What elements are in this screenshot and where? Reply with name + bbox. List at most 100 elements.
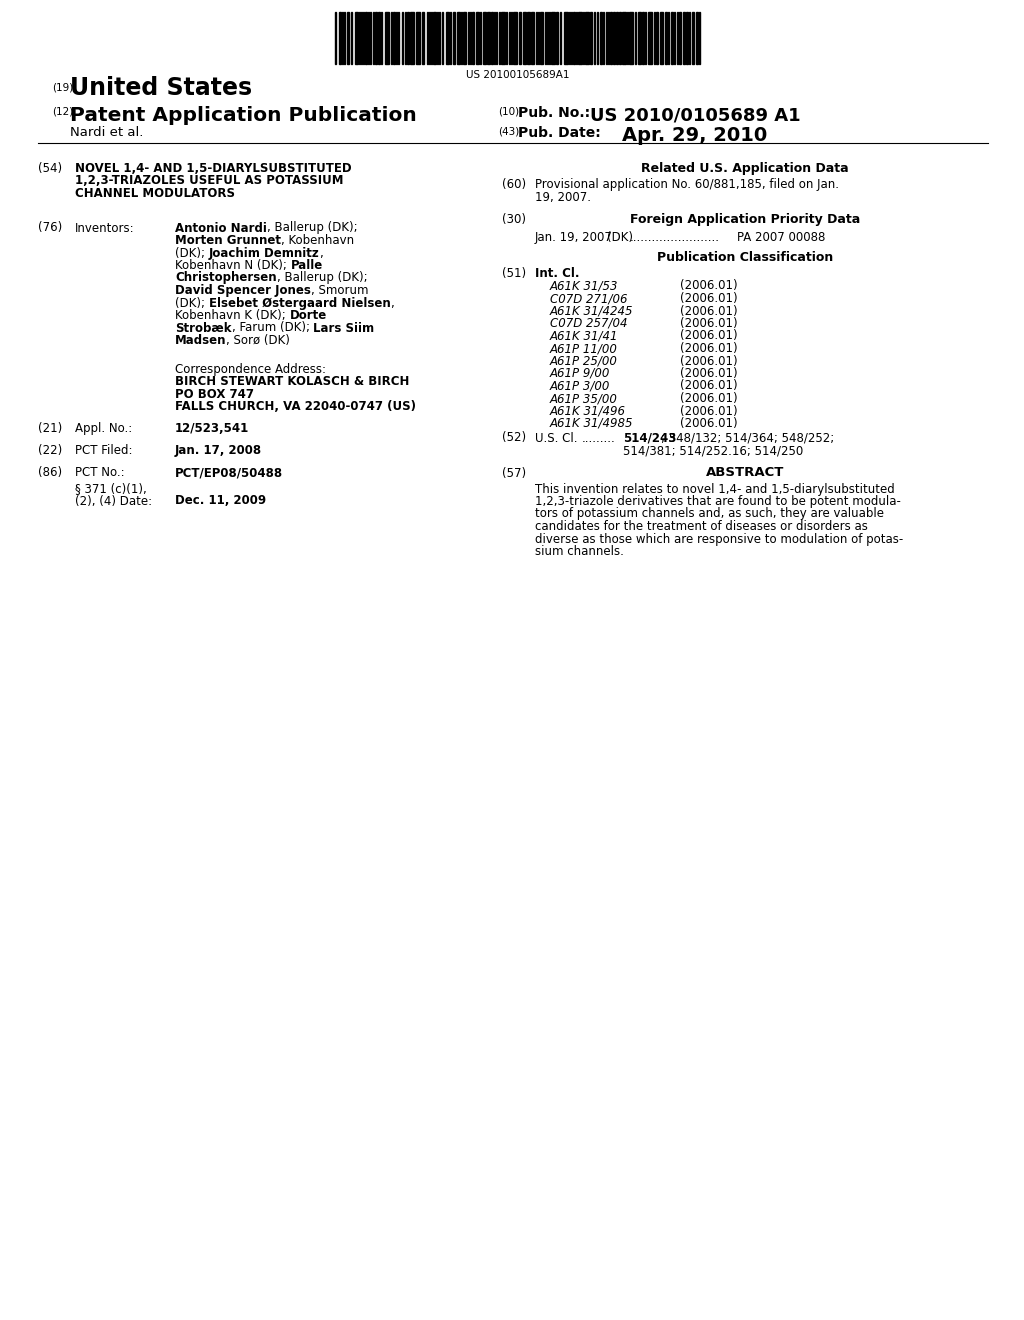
Text: ,: , (319, 247, 324, 260)
Text: (76): (76) (38, 222, 62, 235)
Text: (DK): (DK) (607, 231, 633, 244)
Bar (551, 12, 555, 63)
Text: (2006.01): (2006.01) (680, 342, 737, 355)
Text: Dorte: Dorte (290, 309, 327, 322)
Bar (355, 12, 358, 63)
Text: A61P 11/00: A61P 11/00 (550, 342, 617, 355)
Text: Strobæk: Strobæk (175, 322, 231, 334)
Text: Kobenhavn K (DK);: Kobenhavn K (DK); (175, 309, 290, 322)
Text: US 2010/0105689 A1: US 2010/0105689 A1 (590, 106, 801, 124)
Text: candidates for the treatment of diseases or disorders as: candidates for the treatment of diseases… (535, 520, 868, 533)
Text: (2006.01): (2006.01) (680, 292, 737, 305)
Text: United States: United States (70, 77, 252, 100)
Text: Jan. 17, 2008: Jan. 17, 2008 (175, 444, 262, 457)
Text: (2006.01): (2006.01) (680, 330, 737, 342)
Text: (DK);: (DK); (175, 247, 209, 260)
Text: U.S. Cl.: U.S. Cl. (535, 432, 578, 445)
Text: US 20100105689A1: US 20100105689A1 (466, 70, 569, 81)
Text: (57): (57) (502, 466, 526, 479)
Text: Jan. 19, 2007: Jan. 19, 2007 (535, 231, 613, 244)
Bar (457, 12, 460, 63)
Text: A61K 31/4985: A61K 31/4985 (550, 417, 634, 430)
Text: Correspondence Address:: Correspondence Address: (175, 363, 326, 375)
Bar (483, 12, 486, 63)
Text: Elsebet Østergaard Nielsen: Elsebet Østergaard Nielsen (209, 297, 390, 309)
Bar (446, 12, 449, 63)
Text: Palle: Palle (291, 259, 323, 272)
Text: (2006.01): (2006.01) (680, 317, 737, 330)
Text: Apr. 29, 2010: Apr. 29, 2010 (622, 125, 767, 145)
Bar (416, 12, 420, 63)
Text: , Ballerup (DK);: , Ballerup (DK); (267, 222, 357, 235)
Bar (578, 12, 582, 63)
Text: (2006.01): (2006.01) (680, 380, 737, 392)
Bar (490, 12, 493, 63)
Bar (407, 12, 409, 63)
Text: FALLS CHURCH, VA 22040-0747 (US): FALLS CHURCH, VA 22040-0747 (US) (175, 400, 416, 413)
Text: Dec. 11, 2009: Dec. 11, 2009 (175, 495, 266, 507)
Text: , Farum (DK);: , Farum (DK); (231, 322, 313, 334)
Text: (2006.01): (2006.01) (680, 280, 737, 293)
Text: A61P 35/00: A61P 35/00 (550, 392, 617, 405)
Bar (453, 12, 455, 63)
Bar (385, 12, 389, 63)
Text: A61K 31/41: A61K 31/41 (550, 330, 618, 342)
Text: (21): (21) (38, 422, 62, 436)
Text: (43): (43) (498, 125, 519, 136)
Text: A61K 31/53: A61K 31/53 (550, 280, 618, 293)
Bar (476, 12, 479, 63)
Text: A61K 31/496: A61K 31/496 (550, 404, 626, 417)
Bar (339, 12, 341, 63)
Text: (10): (10) (498, 106, 519, 116)
Bar (642, 12, 644, 63)
Text: David Spencer Jones: David Spencer Jones (175, 284, 311, 297)
Bar (656, 12, 658, 63)
Text: Publication Classification: Publication Classification (656, 251, 834, 264)
Text: PO BOX 747: PO BOX 747 (175, 388, 254, 400)
Text: Christophersen: Christophersen (175, 272, 276, 285)
Text: Pub. Date:: Pub. Date: (518, 125, 601, 140)
Bar (556, 12, 558, 63)
Text: .........: ......... (582, 432, 615, 445)
Text: 1,2,3-TRIAZOLES USEFUL AS POTASSIUM: 1,2,3-TRIAZOLES USEFUL AS POTASSIUM (75, 174, 343, 187)
Text: Int. Cl.: Int. Cl. (535, 267, 580, 280)
Text: ........................: ........................ (630, 231, 720, 244)
Bar (375, 12, 377, 63)
Bar (487, 12, 490, 63)
Text: Patent Application Publication: Patent Application Publication (70, 106, 417, 125)
Bar (638, 12, 641, 63)
Text: 12/523,541: 12/523,541 (175, 422, 249, 436)
Bar (671, 12, 673, 63)
Bar (531, 12, 534, 63)
Bar (683, 12, 685, 63)
Bar (513, 12, 517, 63)
Bar (590, 12, 592, 63)
Bar (422, 12, 424, 63)
Bar (622, 12, 626, 63)
Text: (2006.01): (2006.01) (680, 417, 737, 430)
Text: PCT Filed:: PCT Filed: (75, 444, 132, 457)
Bar (472, 12, 474, 63)
Text: (30): (30) (502, 213, 526, 226)
Text: (2006.01): (2006.01) (680, 392, 737, 405)
Text: PA 2007 00088: PA 2007 00088 (737, 231, 825, 244)
Text: Lars Siim: Lars Siim (313, 322, 375, 334)
Text: , Sorø (DK): , Sorø (DK) (226, 334, 291, 347)
Text: Appl. No.:: Appl. No.: (75, 422, 132, 436)
Text: ,: , (390, 297, 394, 309)
Text: 1,2,3-triazole derivatives that are found to be potent modula-: 1,2,3-triazole derivatives that are foun… (535, 495, 901, 508)
Text: A61P 25/00: A61P 25/00 (550, 355, 617, 367)
Text: A61K 31/4245: A61K 31/4245 (550, 305, 634, 318)
Bar (600, 12, 602, 63)
Text: (54): (54) (38, 162, 62, 176)
Text: tors of potassium channels and, as such, they are valuable: tors of potassium channels and, as such,… (535, 507, 884, 520)
Text: Madsen: Madsen (175, 334, 226, 347)
Text: A61P 9/00: A61P 9/00 (550, 367, 610, 380)
Bar (523, 12, 526, 63)
Text: PCT No.:: PCT No.: (75, 466, 125, 479)
Bar (463, 12, 466, 63)
Text: (2), (4) Date:: (2), (4) Date: (75, 495, 153, 507)
Bar (347, 12, 349, 63)
Text: (2006.01): (2006.01) (680, 404, 737, 417)
Text: , Smorum: , Smorum (311, 284, 369, 297)
